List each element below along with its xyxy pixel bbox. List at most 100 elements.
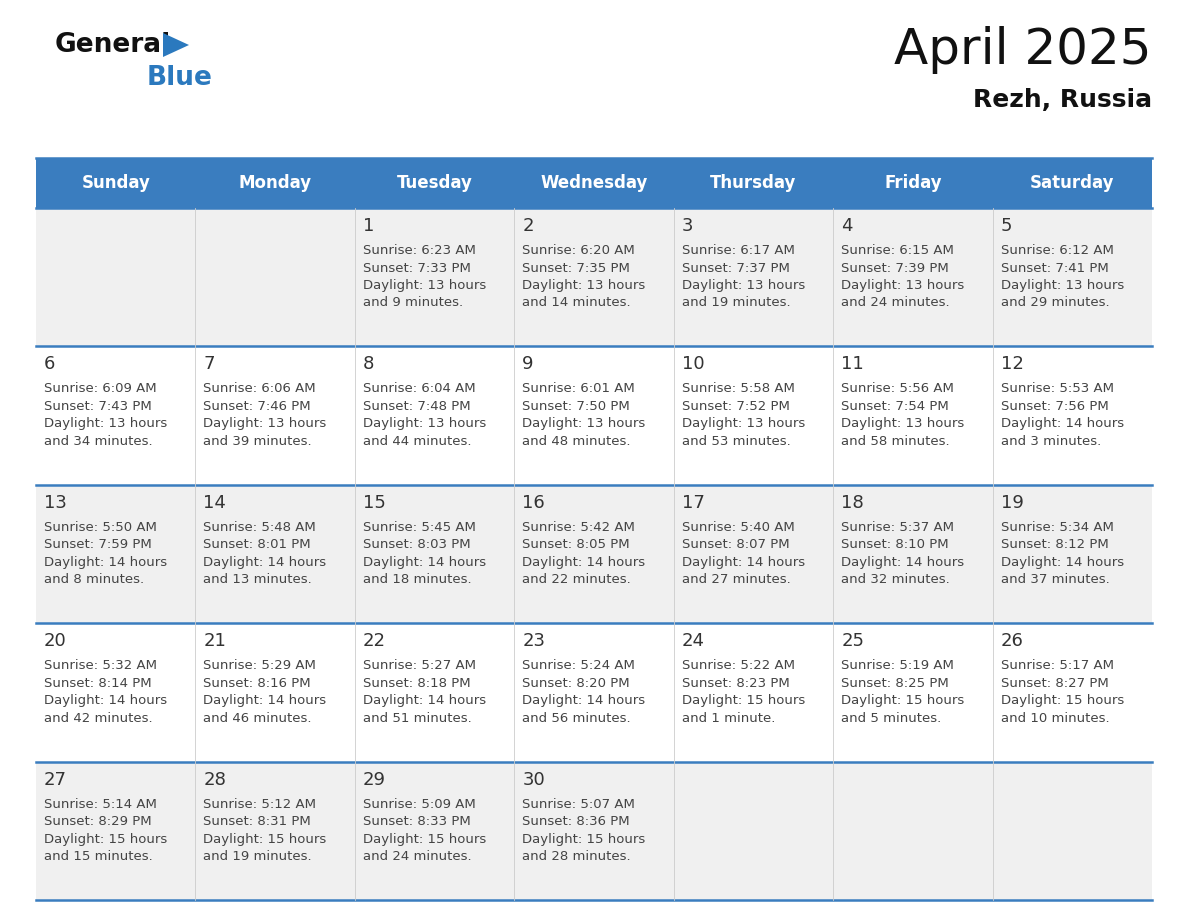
Text: 18: 18 bbox=[841, 494, 864, 512]
Text: Sunset: 7:39 PM: Sunset: 7:39 PM bbox=[841, 262, 949, 274]
Bar bbox=[36, 762, 1152, 900]
Text: and 51 minutes.: and 51 minutes. bbox=[362, 711, 472, 724]
Text: Sunset: 8:16 PM: Sunset: 8:16 PM bbox=[203, 677, 311, 689]
Text: 6: 6 bbox=[44, 355, 56, 374]
Text: Sunrise: 6:15 AM: Sunrise: 6:15 AM bbox=[841, 244, 954, 257]
Text: Sunrise: 5:22 AM: Sunrise: 5:22 AM bbox=[682, 659, 795, 672]
Text: and 24 minutes.: and 24 minutes. bbox=[362, 850, 472, 863]
Text: 20: 20 bbox=[44, 633, 67, 650]
Text: Sunrise: 6:01 AM: Sunrise: 6:01 AM bbox=[523, 383, 636, 396]
Text: Sunset: 8:03 PM: Sunset: 8:03 PM bbox=[362, 538, 470, 552]
Text: Daylight: 15 hours: Daylight: 15 hours bbox=[44, 833, 168, 845]
Text: 28: 28 bbox=[203, 770, 226, 789]
Text: Sunrise: 6:09 AM: Sunrise: 6:09 AM bbox=[44, 383, 157, 396]
Text: Sunset: 7:41 PM: Sunset: 7:41 PM bbox=[1000, 262, 1108, 274]
Text: Daylight: 13 hours: Daylight: 13 hours bbox=[362, 279, 486, 292]
Bar bbox=[36, 485, 1152, 623]
Text: and 46 minutes.: and 46 minutes. bbox=[203, 711, 312, 724]
Text: Sunset: 8:07 PM: Sunset: 8:07 PM bbox=[682, 538, 789, 552]
Text: and 27 minutes.: and 27 minutes. bbox=[682, 574, 790, 587]
Text: 3: 3 bbox=[682, 217, 694, 235]
Text: and 19 minutes.: and 19 minutes. bbox=[682, 297, 790, 309]
Text: Sunrise: 6:06 AM: Sunrise: 6:06 AM bbox=[203, 383, 316, 396]
Text: Tuesday: Tuesday bbox=[397, 174, 473, 192]
Text: Sunset: 8:18 PM: Sunset: 8:18 PM bbox=[362, 677, 470, 689]
Text: Sunrise: 6:20 AM: Sunrise: 6:20 AM bbox=[523, 244, 636, 257]
Text: Sunrise: 5:14 AM: Sunrise: 5:14 AM bbox=[44, 798, 157, 811]
Text: 17: 17 bbox=[682, 494, 704, 512]
Text: and 29 minutes.: and 29 minutes. bbox=[1000, 297, 1110, 309]
Text: Daylight: 13 hours: Daylight: 13 hours bbox=[203, 418, 327, 431]
Text: Daylight: 14 hours: Daylight: 14 hours bbox=[523, 555, 645, 569]
Text: Sunset: 8:25 PM: Sunset: 8:25 PM bbox=[841, 677, 949, 689]
Text: Daylight: 13 hours: Daylight: 13 hours bbox=[1000, 279, 1124, 292]
Text: Sunrise: 5:29 AM: Sunrise: 5:29 AM bbox=[203, 659, 316, 672]
Text: 14: 14 bbox=[203, 494, 226, 512]
Text: 25: 25 bbox=[841, 633, 864, 650]
Text: Daylight: 13 hours: Daylight: 13 hours bbox=[44, 418, 168, 431]
Text: Sunset: 7:37 PM: Sunset: 7:37 PM bbox=[682, 262, 790, 274]
Text: Sunset: 7:35 PM: Sunset: 7:35 PM bbox=[523, 262, 630, 274]
Text: Sunset: 8:10 PM: Sunset: 8:10 PM bbox=[841, 538, 949, 552]
Text: Rezh, Russia: Rezh, Russia bbox=[973, 88, 1152, 112]
Text: Daylight: 15 hours: Daylight: 15 hours bbox=[203, 833, 327, 845]
Text: and 5 minutes.: and 5 minutes. bbox=[841, 711, 941, 724]
Text: 1: 1 bbox=[362, 217, 374, 235]
Bar bbox=[36, 623, 1152, 762]
Text: Sunset: 8:31 PM: Sunset: 8:31 PM bbox=[203, 815, 311, 828]
Text: and 58 minutes.: and 58 minutes. bbox=[841, 435, 949, 448]
Text: and 9 minutes.: and 9 minutes. bbox=[362, 297, 463, 309]
Text: Sunset: 7:46 PM: Sunset: 7:46 PM bbox=[203, 400, 311, 413]
Text: 8: 8 bbox=[362, 355, 374, 374]
Text: Daylight: 14 hours: Daylight: 14 hours bbox=[44, 694, 168, 707]
Text: and 18 minutes.: and 18 minutes. bbox=[362, 574, 472, 587]
Text: Daylight: 14 hours: Daylight: 14 hours bbox=[1000, 418, 1124, 431]
Text: and 14 minutes.: and 14 minutes. bbox=[523, 297, 631, 309]
Text: Sunset: 7:56 PM: Sunset: 7:56 PM bbox=[1000, 400, 1108, 413]
Text: 24: 24 bbox=[682, 633, 704, 650]
Text: and 42 minutes.: and 42 minutes. bbox=[44, 711, 152, 724]
Text: Sunrise: 5:50 AM: Sunrise: 5:50 AM bbox=[44, 521, 157, 533]
Text: Sunrise: 5:40 AM: Sunrise: 5:40 AM bbox=[682, 521, 795, 533]
Text: 22: 22 bbox=[362, 633, 386, 650]
Text: Daylight: 15 hours: Daylight: 15 hours bbox=[682, 694, 805, 707]
Text: Sunset: 8:27 PM: Sunset: 8:27 PM bbox=[1000, 677, 1108, 689]
Text: Sunrise: 5:58 AM: Sunrise: 5:58 AM bbox=[682, 383, 795, 396]
Text: Sunset: 8:05 PM: Sunset: 8:05 PM bbox=[523, 538, 630, 552]
Bar bbox=[36, 158, 1152, 208]
Text: Sunrise: 5:19 AM: Sunrise: 5:19 AM bbox=[841, 659, 954, 672]
Text: Sunrise: 6:04 AM: Sunrise: 6:04 AM bbox=[362, 383, 475, 396]
Text: Daylight: 13 hours: Daylight: 13 hours bbox=[841, 418, 965, 431]
Bar bbox=[36, 208, 1152, 346]
Text: 7: 7 bbox=[203, 355, 215, 374]
Text: Daylight: 14 hours: Daylight: 14 hours bbox=[203, 694, 327, 707]
Text: and 10 minutes.: and 10 minutes. bbox=[1000, 711, 1110, 724]
Text: 5: 5 bbox=[1000, 217, 1012, 235]
Text: 23: 23 bbox=[523, 633, 545, 650]
Text: Daylight: 14 hours: Daylight: 14 hours bbox=[1000, 555, 1124, 569]
Text: Sunset: 7:43 PM: Sunset: 7:43 PM bbox=[44, 400, 152, 413]
Text: Daylight: 14 hours: Daylight: 14 hours bbox=[203, 555, 327, 569]
Polygon shape bbox=[163, 33, 189, 57]
Text: Daylight: 13 hours: Daylight: 13 hours bbox=[682, 418, 805, 431]
Text: and 1 minute.: and 1 minute. bbox=[682, 711, 775, 724]
Text: and 44 minutes.: and 44 minutes. bbox=[362, 435, 472, 448]
Text: Thursday: Thursday bbox=[710, 174, 797, 192]
Text: 9: 9 bbox=[523, 355, 533, 374]
Text: Sunrise: 5:17 AM: Sunrise: 5:17 AM bbox=[1000, 659, 1113, 672]
Text: Sunrise: 5:12 AM: Sunrise: 5:12 AM bbox=[203, 798, 316, 811]
Text: Sunset: 7:54 PM: Sunset: 7:54 PM bbox=[841, 400, 949, 413]
Text: Daylight: 15 hours: Daylight: 15 hours bbox=[523, 833, 645, 845]
Text: 2: 2 bbox=[523, 217, 533, 235]
Text: Blue: Blue bbox=[147, 65, 213, 91]
Text: April 2025: April 2025 bbox=[895, 26, 1152, 74]
Text: 11: 11 bbox=[841, 355, 864, 374]
Text: and 56 minutes.: and 56 minutes. bbox=[523, 711, 631, 724]
Text: Sunrise: 5:42 AM: Sunrise: 5:42 AM bbox=[523, 521, 636, 533]
Text: Sunset: 8:12 PM: Sunset: 8:12 PM bbox=[1000, 538, 1108, 552]
Text: Daylight: 14 hours: Daylight: 14 hours bbox=[362, 555, 486, 569]
Text: Saturday: Saturday bbox=[1030, 174, 1114, 192]
Text: and 24 minutes.: and 24 minutes. bbox=[841, 297, 949, 309]
Text: General: General bbox=[55, 32, 171, 58]
Text: and 48 minutes.: and 48 minutes. bbox=[523, 435, 631, 448]
